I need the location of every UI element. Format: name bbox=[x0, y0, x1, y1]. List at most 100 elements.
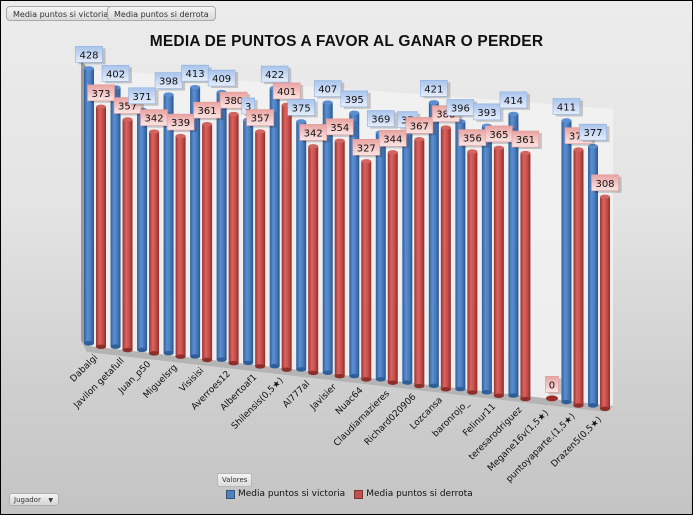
bar-victoria[interactable] bbox=[455, 121, 466, 390]
bar-derrota[interactable] bbox=[96, 106, 106, 347]
data-label-derrota: 356 bbox=[458, 129, 489, 148]
data-label-derrota: 361 bbox=[511, 130, 542, 150]
data-label-derrota: 339 bbox=[166, 113, 198, 133]
bar-victoria[interactable] bbox=[243, 119, 254, 363]
legend-label-derrota: Media puntos si derrota bbox=[366, 489, 473, 499]
data-label-text: 308 bbox=[595, 179, 614, 190]
bar-victoria[interactable] bbox=[269, 88, 280, 367]
bar-victoria[interactable] bbox=[481, 125, 492, 393]
bar-base bbox=[175, 354, 186, 359]
bar-cap bbox=[202, 121, 213, 127]
bar-base bbox=[269, 364, 280, 369]
bar-derrota[interactable] bbox=[493, 147, 504, 396]
bar-base bbox=[190, 354, 201, 359]
data-label-victoria: 371 bbox=[128, 87, 159, 106]
data-label-derrota: 344 bbox=[378, 130, 410, 149]
data-label-derrota: 308 bbox=[591, 174, 622, 193]
bar-base bbox=[387, 380, 398, 385]
bar-derrota[interactable] bbox=[255, 131, 266, 367]
data-label-text: 361 bbox=[516, 135, 535, 146]
bar-derrota[interactable] bbox=[520, 153, 531, 400]
bar-derrota-zero[interactable] bbox=[545, 395, 558, 402]
bar-base bbox=[334, 374, 345, 379]
bar-derrota[interactable] bbox=[175, 136, 186, 357]
data-label-text: 414 bbox=[504, 96, 523, 107]
bar-derrota[interactable] bbox=[414, 139, 425, 387]
bar-derrota[interactable] bbox=[228, 114, 239, 364]
x-tick-label: Richard020906 bbox=[363, 392, 419, 448]
bar-base bbox=[600, 406, 610, 412]
values-field-button[interactable]: Valores bbox=[217, 473, 253, 487]
bar-base bbox=[520, 396, 531, 402]
bar-victoria[interactable] bbox=[216, 92, 227, 360]
bar-base bbox=[96, 344, 106, 350]
bars-group bbox=[84, 66, 610, 412]
bar-derrota[interactable] bbox=[600, 196, 610, 409]
bar-derrota[interactable] bbox=[361, 161, 372, 380]
bar-victoria[interactable] bbox=[588, 146, 598, 406]
data-label-text: 380 bbox=[224, 96, 243, 107]
data-label-text: 401 bbox=[277, 87, 296, 98]
bar-victoria[interactable] bbox=[137, 109, 148, 350]
bar-base bbox=[149, 351, 160, 356]
bar-derrota[interactable] bbox=[573, 149, 584, 406]
data-label-text: 357 bbox=[118, 102, 137, 113]
data-label-victoria: 421 bbox=[420, 80, 451, 99]
data-label-text: 373 bbox=[91, 89, 110, 100]
data-label-text: 396 bbox=[451, 103, 470, 114]
bar-derrota[interactable] bbox=[440, 127, 451, 390]
data-label-text: 407 bbox=[318, 85, 337, 96]
bar-victoria[interactable] bbox=[561, 120, 572, 403]
bar-derrota[interactable] bbox=[202, 124, 213, 360]
bar-victoria[interactable] bbox=[322, 102, 333, 373]
data-label-victoria: 428 bbox=[75, 46, 106, 65]
bar-victoria[interactable] bbox=[402, 133, 413, 383]
data-label-text: 398 bbox=[159, 77, 178, 88]
bar-derrota[interactable] bbox=[308, 146, 319, 373]
bar-victoria[interactable] bbox=[349, 112, 360, 377]
bar-derrota[interactable] bbox=[334, 140, 345, 377]
bar-derrota[interactable] bbox=[467, 151, 478, 393]
data-label-derrota: 342 bbox=[140, 109, 171, 128]
bar-victoria[interactable] bbox=[508, 113, 519, 396]
bar-cap bbox=[600, 194, 610, 199]
bar-base bbox=[202, 357, 213, 363]
data-label-text: 356 bbox=[463, 134, 482, 145]
bar-base bbox=[308, 370, 319, 376]
bar-cap bbox=[228, 111, 239, 117]
bar-victoria[interactable] bbox=[110, 87, 121, 347]
bar-cap bbox=[561, 118, 572, 123]
bar-victoria[interactable] bbox=[84, 68, 94, 344]
legend-item-victoria[interactable]: Media puntos si victoria bbox=[226, 489, 345, 499]
jugador-filter-dropdown[interactable]: Jugador ▼ bbox=[9, 493, 59, 506]
bar-cap bbox=[588, 143, 598, 149]
bar-derrota[interactable] bbox=[281, 104, 292, 370]
data-label-derrota: 367 bbox=[405, 117, 436, 136]
legend-swatch-derrota bbox=[354, 489, 364, 499]
bar-base bbox=[361, 377, 372, 382]
bar-cap bbox=[255, 129, 266, 134]
bar-derrota[interactable] bbox=[149, 131, 160, 354]
bar-victoria[interactable] bbox=[190, 87, 201, 357]
data-label-derrota: 361 bbox=[193, 101, 224, 121]
x-tick-label: Javilon getafull bbox=[72, 356, 127, 411]
legend-item-derrota[interactable]: Media puntos si derrota bbox=[354, 489, 473, 499]
data-label-victoria: 369 bbox=[366, 110, 398, 129]
bar-victoria[interactable] bbox=[375, 132, 386, 380]
bar-cap bbox=[349, 110, 360, 116]
data-label-text: 369 bbox=[371, 115, 390, 126]
bar-cap bbox=[440, 125, 451, 130]
data-label-text: 327 bbox=[357, 143, 376, 154]
data-label-derrota: 354 bbox=[325, 118, 357, 137]
bar-derrota[interactable] bbox=[122, 119, 133, 351]
bar-derrota[interactable] bbox=[387, 152, 398, 383]
bar-victoria[interactable] bbox=[428, 102, 439, 386]
bar-base bbox=[281, 367, 292, 372]
bar-victoria[interactable] bbox=[163, 94, 174, 354]
bar-victoria[interactable] bbox=[296, 121, 307, 370]
field-button-derrota[interactable]: Media puntos si derrota bbox=[107, 6, 216, 21]
legend: Media puntos si victoria Media puntos si… bbox=[226, 489, 482, 499]
bar-cap bbox=[334, 138, 345, 144]
